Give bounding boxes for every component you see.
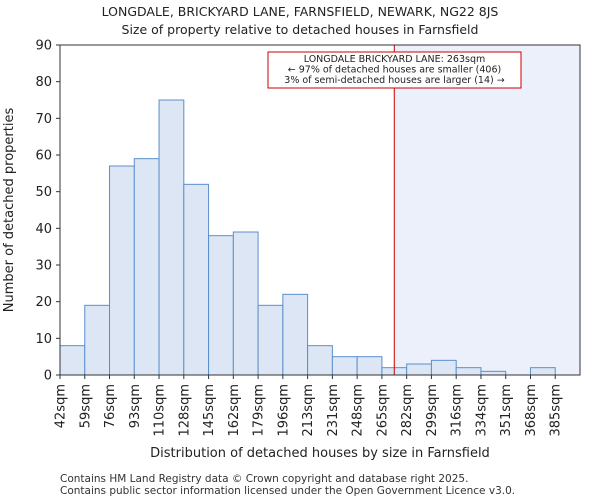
x-tick-label: 248sqm xyxy=(351,384,366,437)
annotation-line-1: LONGDALE BRICKYARD LANE: 263sqm xyxy=(304,54,486,65)
x-tick-label: 76sqm xyxy=(103,384,118,428)
x-axis: 42sqm 59sqm 76sqm 93sqm 110sqm 128sqm 145sqm 16… xyxy=(54,375,564,437)
histogram-bar xyxy=(529,367,556,376)
histogram-bar xyxy=(232,231,259,376)
footer-line-2: Contains public sector information licen… xyxy=(60,485,516,497)
histogram-bar xyxy=(208,235,234,376)
y-tick-label: 90 xyxy=(35,39,52,54)
y-tick-label: 50 xyxy=(35,185,52,200)
x-tick-label: 316sqm xyxy=(450,384,465,437)
y-axis: 0 10 20 30 40 50 60 70 80 90 xyxy=(35,39,60,384)
histogram-bar xyxy=(59,345,86,376)
chart-title-line-1: LONGDALE, BRICKYARD LANE, FARNSFIELD, NE… xyxy=(101,4,499,19)
histogram-bar xyxy=(133,158,160,376)
x-tick-label: 265sqm xyxy=(375,384,390,437)
histogram-bar xyxy=(480,370,507,376)
y-tick-label: 20 xyxy=(35,295,52,310)
x-tick-label: 162sqm xyxy=(227,384,242,437)
annotation-line-2: ← 97% of detached houses are smaller (40… xyxy=(288,65,501,76)
x-tick-label: 385sqm xyxy=(549,384,564,437)
annotation-box: LONGDALE BRICKYARD LANE: 263sqm ← 97% of… xyxy=(267,51,522,89)
x-tick-label: 351sqm xyxy=(499,384,514,437)
y-axis-label: Number of detached properties xyxy=(2,108,17,313)
x-tick-label: 196sqm xyxy=(276,384,291,437)
histogram-bar xyxy=(257,304,284,376)
y-tick-label: 0 xyxy=(44,369,52,384)
x-tick-label: 368sqm xyxy=(524,384,539,437)
histogram-bar xyxy=(455,367,482,376)
x-tick-label: 128sqm xyxy=(177,384,192,437)
histogram-bar xyxy=(183,183,210,376)
x-tick-label: 42sqm xyxy=(54,384,69,428)
histogram-bar xyxy=(406,363,432,376)
highlight-region xyxy=(394,45,580,375)
chart-title-line-2: Size of property relative to detached ho… xyxy=(121,22,479,37)
x-tick-label: 179sqm xyxy=(252,384,267,437)
bars-group xyxy=(59,99,556,376)
histogram-bar xyxy=(307,345,333,376)
y-tick-label: 40 xyxy=(35,222,52,237)
histogram-bar xyxy=(84,304,111,376)
annotation-line-3: 3% of semi-detached houses are larger (1… xyxy=(284,75,504,86)
x-tick-label: 93sqm xyxy=(128,384,143,428)
x-tick-label: 59sqm xyxy=(78,384,93,428)
x-axis-label: Distribution of detached houses by size … xyxy=(150,446,490,461)
histogram-bar xyxy=(356,356,383,376)
histogram-chart: 0 10 20 30 40 50 60 70 80 90 42sqm 59sqm 76sqm 93sqm… xyxy=(2,39,581,461)
x-tick-label: 110sqm xyxy=(153,384,168,437)
histogram-bar xyxy=(331,356,358,376)
plot-frame xyxy=(59,44,581,376)
x-tick-label: 231sqm xyxy=(326,384,341,437)
footer-line-1: Contains HM Land Registry data © Crown c… xyxy=(60,473,469,485)
histogram-bar xyxy=(430,359,457,376)
x-tick-label: 213sqm xyxy=(301,384,316,437)
x-tick-label: 145sqm xyxy=(202,384,217,437)
histogram-bar xyxy=(158,99,185,376)
histogram-bar xyxy=(282,293,309,376)
y-tick-label: 30 xyxy=(35,259,52,274)
x-tick-label: 282sqm xyxy=(400,384,415,437)
x-tick-label: 334sqm xyxy=(474,384,489,437)
y-tick-label: 10 xyxy=(35,332,52,347)
y-tick-label: 70 xyxy=(35,112,52,127)
y-tick-label: 80 xyxy=(35,75,52,90)
y-tick-label: 60 xyxy=(35,149,52,164)
x-tick-label: 299sqm xyxy=(425,384,440,437)
histogram-bar xyxy=(109,165,135,376)
